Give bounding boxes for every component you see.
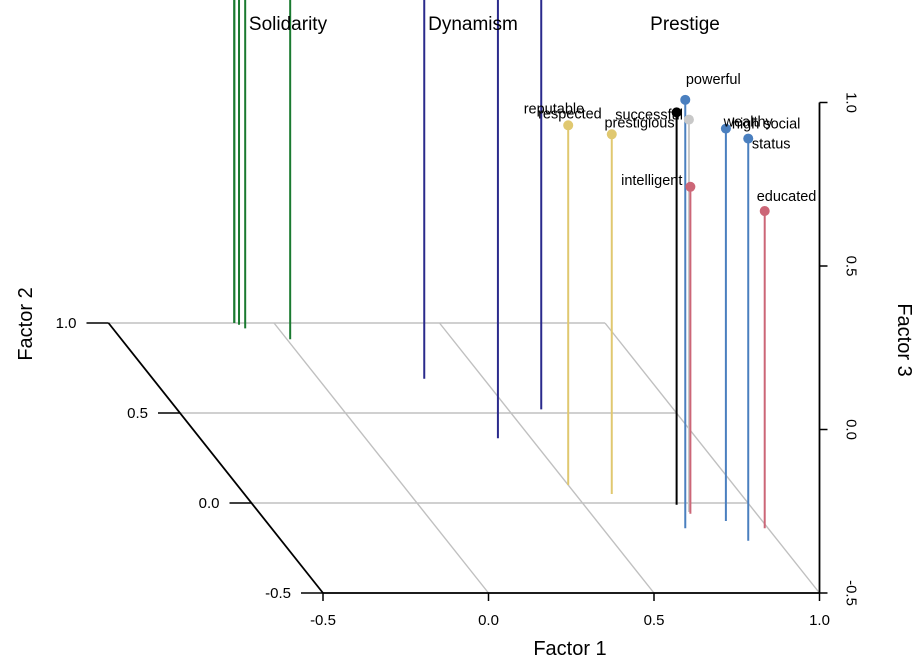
y-tick-label-2: 0.5 [127,405,148,422]
point-wealthy [743,133,754,144]
y-tick-label-1: 0.0 [199,495,220,512]
point-intelligent [685,181,696,192]
x-tick-label-3: 1.0 [809,612,830,629]
point-label-intelligent: intelligent [621,173,682,189]
grid-line-x-1 [273,322,490,594]
group-title-dynamism: Dynamism [428,14,518,35]
z-tick-label-3: 1.0 [843,92,860,113]
point-label-respected: respected [538,106,602,122]
point-successful [683,114,694,125]
point-respected [606,129,617,140]
x-tick-label-2: 0.5 [644,612,665,629]
grid-line-x-2 [438,322,655,594]
data-points [563,94,770,217]
point-label-educated: educated [757,189,817,205]
axes: -0.5 0.0 0.5 1.0 -0.5 0.0 0.5 1.0 -0.5 0.0 0.5 1.0 [56,92,860,629]
y-axis-title: Factor 2 [15,287,37,360]
x-tick-label-0: -0.5 [310,612,336,629]
point-labels: warmfriendlykindgood-naturedcomfortingen… [524,72,817,205]
group-title-prestige: Prestige [650,14,720,35]
point-label-wealthy: wealthy [723,115,774,131]
y-axis-line [107,322,324,594]
group-titles: Solidarity Dynamism Prestige [249,14,720,35]
point-high-social-status [720,123,731,134]
grid-lines [108,322,821,594]
y-tick-label-3: 1.0 [56,315,77,332]
y-tick-label-0: -0.5 [265,585,291,602]
point-label-reputable: reputable [524,101,584,117]
point-label-prestigious: prestigious [604,115,674,131]
x-axis-title: Factor 1 [533,638,606,659]
z-tick-label-2: 0.5 [843,256,860,277]
group-title-solidarity: Solidarity [249,14,328,35]
z-tick-label-1: 0.0 [843,419,860,440]
point-powerful [680,94,691,105]
point-label-high-social-status: high social status [732,117,801,153]
x-tick-label-1: 0.0 [478,612,499,629]
point-label-powerful: powerful [686,72,741,88]
point-reputable [563,120,574,131]
point-educated [759,206,770,217]
point-label-successful: successful [615,108,683,124]
point-stems [233,0,766,541]
z-axis-title: Factor 3 [893,303,914,376]
grid-line-x-3 [604,322,821,594]
point-prestigious [671,107,682,118]
z-tick-label-0: -0.5 [843,580,860,606]
